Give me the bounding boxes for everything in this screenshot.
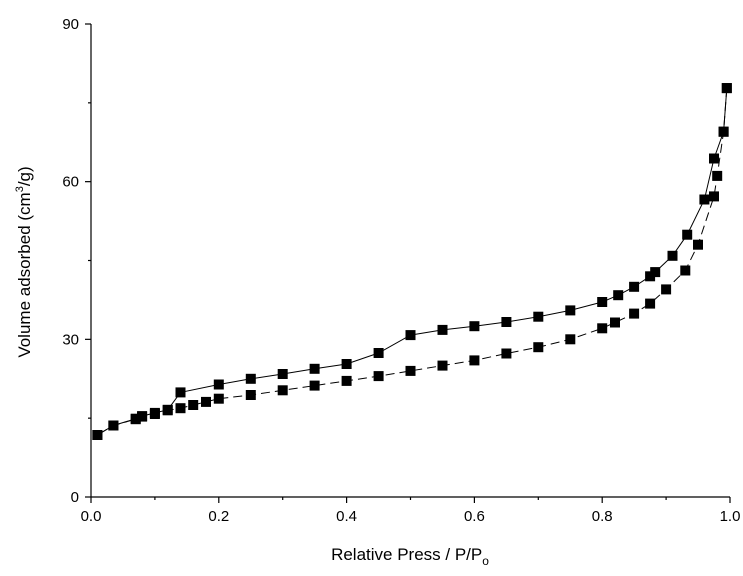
desorption-point — [610, 317, 620, 328]
desorption-point — [709, 191, 719, 202]
adsorption-point — [709, 153, 719, 164]
adsorption-point — [373, 348, 384, 358]
adsorption-point — [629, 281, 640, 292]
x-axis-title: Relative Press / P/Po — [331, 545, 489, 568]
adsorption-point — [501, 317, 512, 327]
x-tick-label: 0.0 — [81, 508, 102, 525]
desorption-line — [97, 88, 728, 436]
adsorption-point — [565, 305, 576, 316]
desorption-point — [108, 420, 119, 431]
x-axis-title-subscript: o — [482, 554, 489, 568]
ticks — [85, 23, 731, 503]
y-tick-label: 90 — [62, 16, 79, 33]
tick-labels: 0.0 0.2 0.4 0.6 0.8 1.0 0 30 60 90 — [62, 16, 740, 525]
desorption-point — [597, 323, 608, 334]
x-tick-label: 0.6 — [464, 508, 485, 525]
y-tick-label: 30 — [62, 331, 79, 348]
desorption-point — [533, 342, 544, 353]
series-lines — [97, 88, 728, 436]
desorption-point — [629, 308, 640, 319]
desorption-point — [277, 385, 288, 396]
desorption-point — [162, 405, 173, 416]
adsorption-point — [277, 369, 288, 379]
adsorption-point — [309, 363, 320, 374]
markers — [92, 83, 732, 440]
desorption-point — [693, 239, 703, 250]
adsorption-point — [533, 311, 544, 322]
adsorption-line — [97, 88, 728, 436]
x-tick-label: 0.4 — [336, 508, 357, 525]
adsorption-point — [667, 250, 678, 261]
y-axis-title-superscript: 3 — [14, 186, 26, 192]
desorption-point — [501, 348, 512, 359]
adsorption-point — [682, 229, 693, 240]
desorption-point — [437, 360, 448, 371]
y-axis-title: Volume adsorbed (cm3/g) — [14, 166, 34, 357]
desorption-point — [661, 284, 672, 295]
adsorption-point — [437, 324, 448, 335]
desorption-point — [149, 409, 160, 419]
desorption-point — [175, 403, 186, 414]
axes — [90, 24, 730, 498]
desorption-point — [469, 355, 480, 366]
adsorption-point — [645, 271, 656, 282]
y-tick-label: 60 — [62, 174, 79, 191]
adsorption-point — [245, 373, 256, 384]
desorption-point — [201, 396, 211, 407]
desorption-point — [130, 414, 141, 425]
desorption-point — [565, 334, 576, 345]
desorption-point — [309, 380, 320, 391]
desorption-point — [721, 83, 732, 94]
desorption-point — [92, 430, 103, 440]
desorption-point — [137, 411, 148, 422]
desorption-point — [718, 126, 729, 137]
adsorption-point — [650, 267, 661, 278]
desorption-point — [680, 265, 691, 276]
desorption-point — [405, 365, 416, 376]
adsorption-point — [341, 359, 352, 369]
adsorption-point — [469, 321, 480, 332]
desorption-point — [213, 393, 224, 404]
desorption-point — [712, 170, 723, 181]
y-tick-label: 0 — [71, 489, 79, 506]
x-tick-label: 0.8 — [592, 508, 613, 525]
desorption-point — [341, 375, 352, 386]
desorption-point — [245, 390, 256, 400]
adsorption-point — [175, 387, 186, 398]
x-tick-label: 0.2 — [208, 508, 229, 525]
adsorption-point — [699, 194, 710, 205]
desorption-point — [373, 371, 384, 382]
desorption-point — [645, 298, 656, 309]
adsorption-point — [405, 330, 416, 341]
adsorption-point — [213, 379, 224, 390]
adsorption-point — [597, 297, 608, 307]
desorption-point — [188, 400, 199, 410]
x-tick-label: 1.0 — [720, 508, 741, 525]
adsorption-point — [613, 290, 624, 301]
